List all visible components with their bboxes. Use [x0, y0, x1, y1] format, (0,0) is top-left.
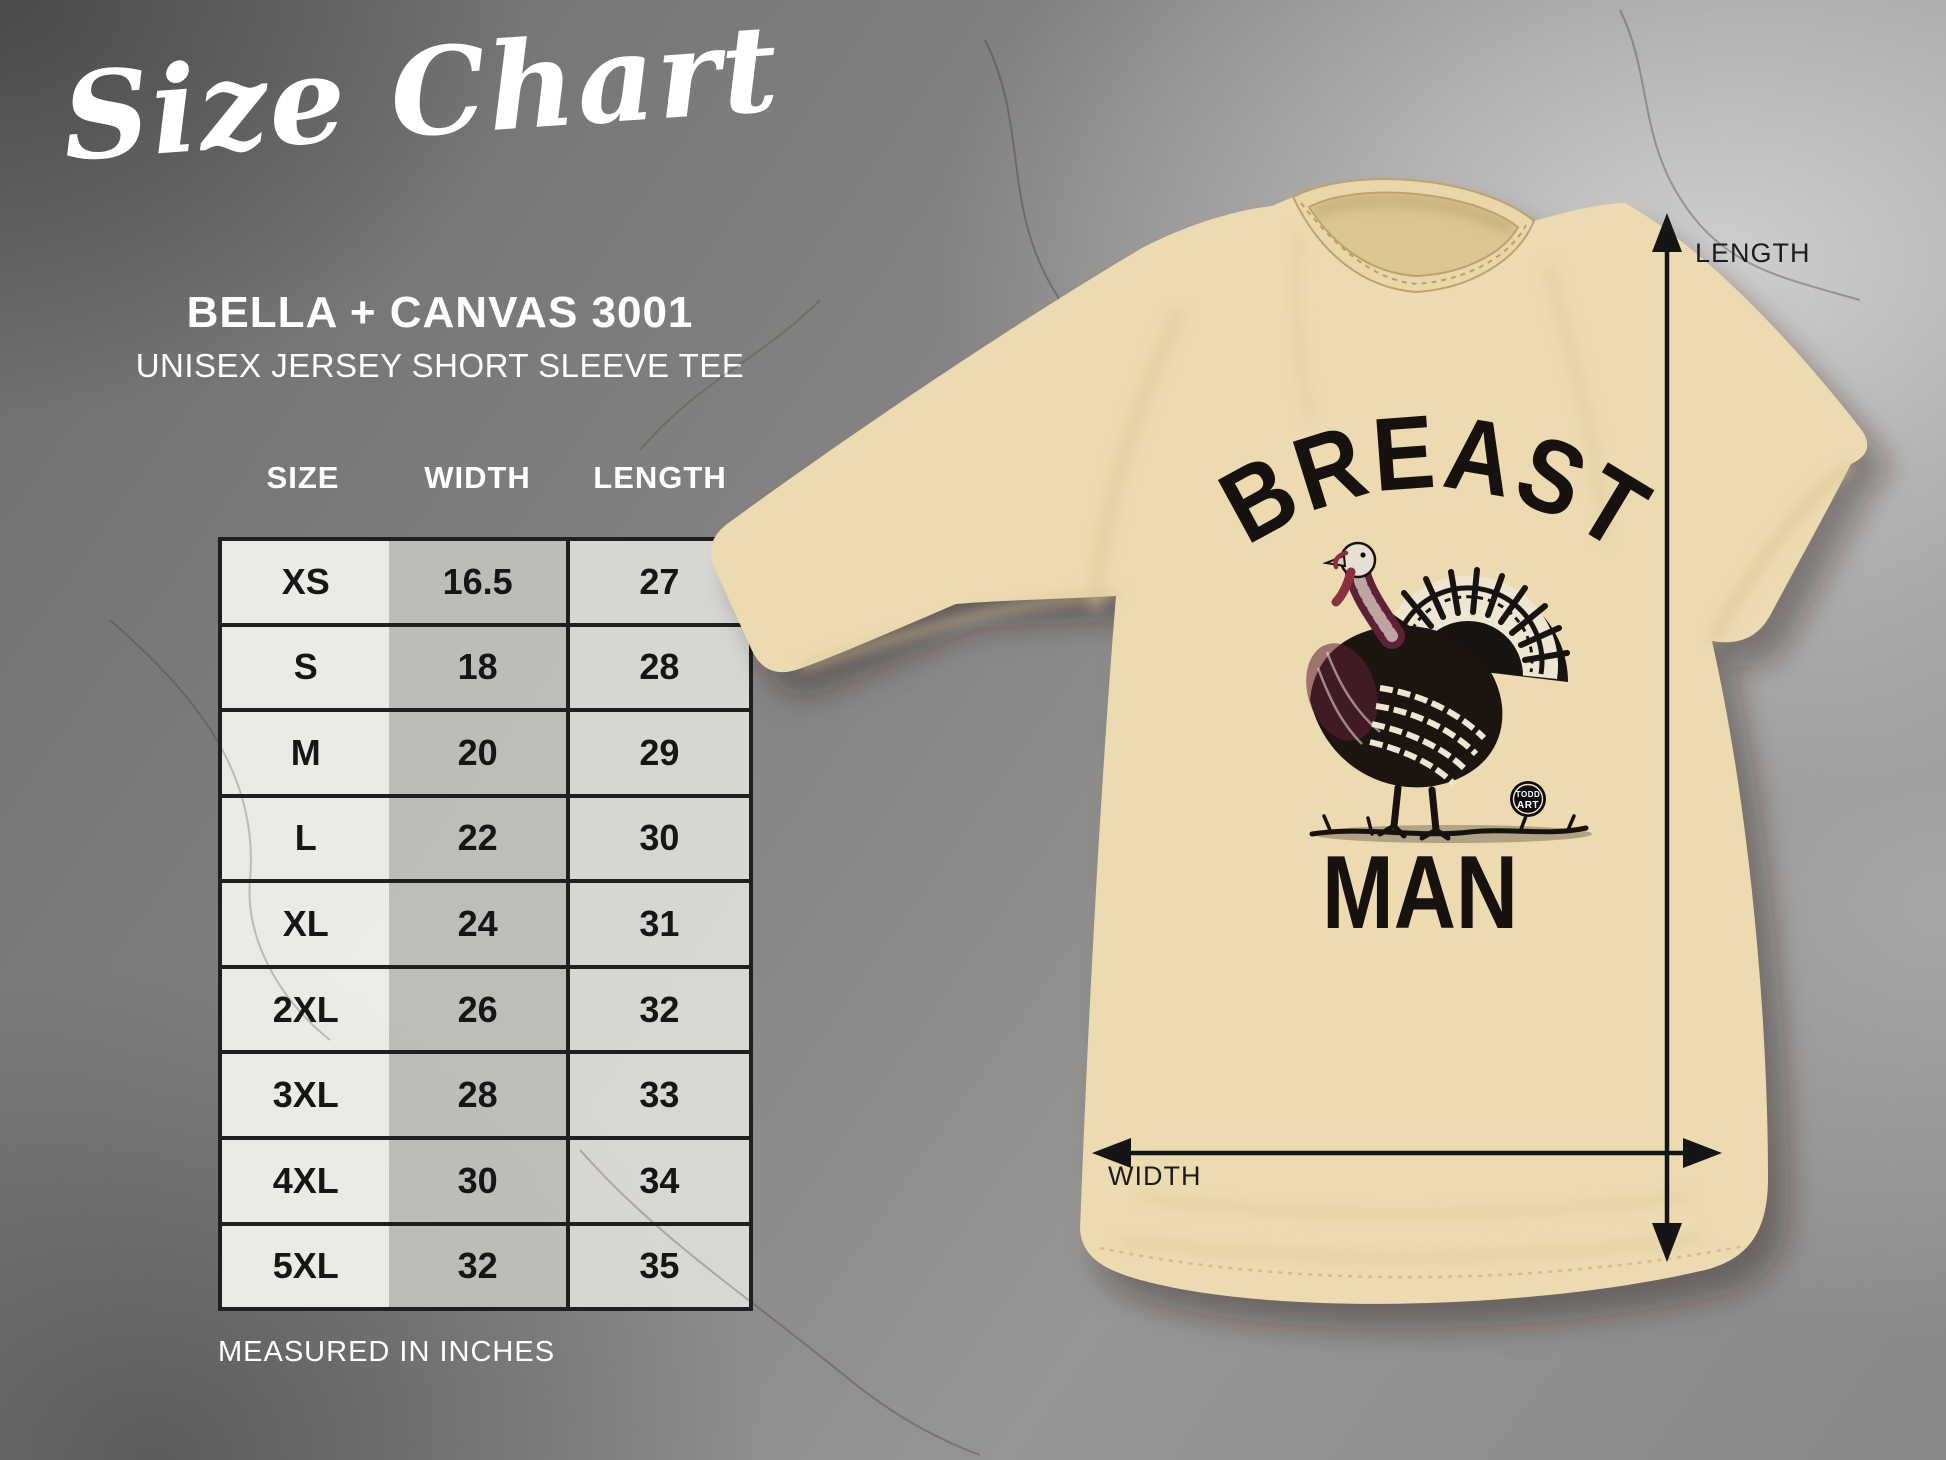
tshirt-body: [710, 179, 1868, 1304]
width-cell: 16.5: [389, 541, 566, 623]
turkey-neck-bands: [1352, 568, 1398, 642]
collar-opening-shadow: [1313, 196, 1514, 233]
size-cell: S: [222, 626, 390, 709]
tshirt-mockup: BREAST: [710, 178, 1868, 1304]
badge-line1: TODD: [1516, 790, 1541, 799]
width-cell: 18: [389, 626, 566, 709]
design-bottom-text: MAN: [1322, 835, 1518, 951]
table-column-headers: SIZE WIDTH LENGTH: [218, 460, 753, 496]
width-cell: 24: [389, 883, 566, 965]
todd-art-badge: TODD ART: [1510, 781, 1546, 817]
length-cell: 28: [565, 626, 749, 709]
turkey-snood: [1333, 550, 1349, 570]
badge-line2: ART: [1517, 800, 1539, 811]
size-cell: XL: [222, 883, 390, 965]
brand-line: BELLA + CANVAS 3001: [186, 288, 694, 337]
table-row: 3XL 28 33: [222, 1050, 749, 1136]
width-cell: 32: [389, 1225, 566, 1308]
length-cell: 31: [565, 883, 749, 965]
size-table: XS 16.5 27 S 18 28 M 20 29 L 22 30 XL 24…: [218, 537, 753, 1311]
width-label: WIDTH: [1108, 1161, 1201, 1191]
fabric-folds: [798, 229, 1854, 1262]
turkey-wattle: [1331, 567, 1356, 607]
turkey-illustration: TODD ART: [1306, 541, 1592, 843]
width-cell: 26: [389, 968, 566, 1051]
length-label: LENGTH: [1695, 238, 1811, 268]
length-cell: 35: [565, 1225, 749, 1308]
size-cell: 2XL: [222, 968, 390, 1051]
turkey-wing-feathers: [1369, 685, 1487, 787]
column-header-width: WIDTH: [424, 460, 531, 495]
size-cell: 4XL: [222, 1139, 390, 1222]
turkey-eye: [1360, 552, 1366, 558]
width-cell: 22: [389, 797, 566, 880]
size-cell: 3XL: [222, 1054, 390, 1136]
size-cell: XS: [222, 541, 390, 623]
turkey-head: [1339, 541, 1377, 579]
length-arrow: [1652, 213, 1682, 1262]
table-row: XL 24 31: [222, 879, 749, 965]
column-header-size: SIZE: [266, 460, 340, 495]
width-cell: 20: [389, 712, 566, 794]
hem-stitching: [1099, 1244, 1745, 1279]
turkey-breast-sheen: [1306, 643, 1378, 741]
ground-grass: [1309, 814, 1592, 843]
size-cell: M: [222, 712, 390, 794]
column-header-length: LENGTH: [593, 460, 727, 495]
size-cell: 5XL: [222, 1225, 390, 1308]
length-cell: 34: [565, 1139, 749, 1222]
units-note: MEASURED IN INCHES: [218, 1336, 556, 1368]
tshirt-collar: [1291, 178, 1536, 294]
width-arrow: [1092, 1138, 1722, 1168]
length-cell: 33: [565, 1054, 749, 1136]
table-row: L 22 30: [222, 793, 749, 880]
length-cell: 29: [565, 712, 749, 794]
table-row: 2XL 26 32: [222, 964, 749, 1051]
table-row: M 20 29: [222, 708, 749, 794]
measurement-arrows: [1092, 213, 1722, 1262]
width-cell: 30: [389, 1139, 566, 1222]
table-row: 5XL 32 35: [222, 1221, 749, 1308]
table-row: S 18 28: [222, 622, 749, 709]
table-row: 4XL 30 34: [222, 1135, 749, 1222]
length-cell: 32: [565, 968, 749, 1051]
length-cell: 30: [565, 797, 749, 880]
product-line: UNISEX JERSEY SHORT SLEEVE TEE: [135, 347, 745, 384]
collar-band: [1291, 178, 1536, 294]
collar-stitching: [1300, 202, 1527, 286]
size-cell: L: [222, 797, 390, 880]
width-cell: 28: [389, 1054, 566, 1136]
